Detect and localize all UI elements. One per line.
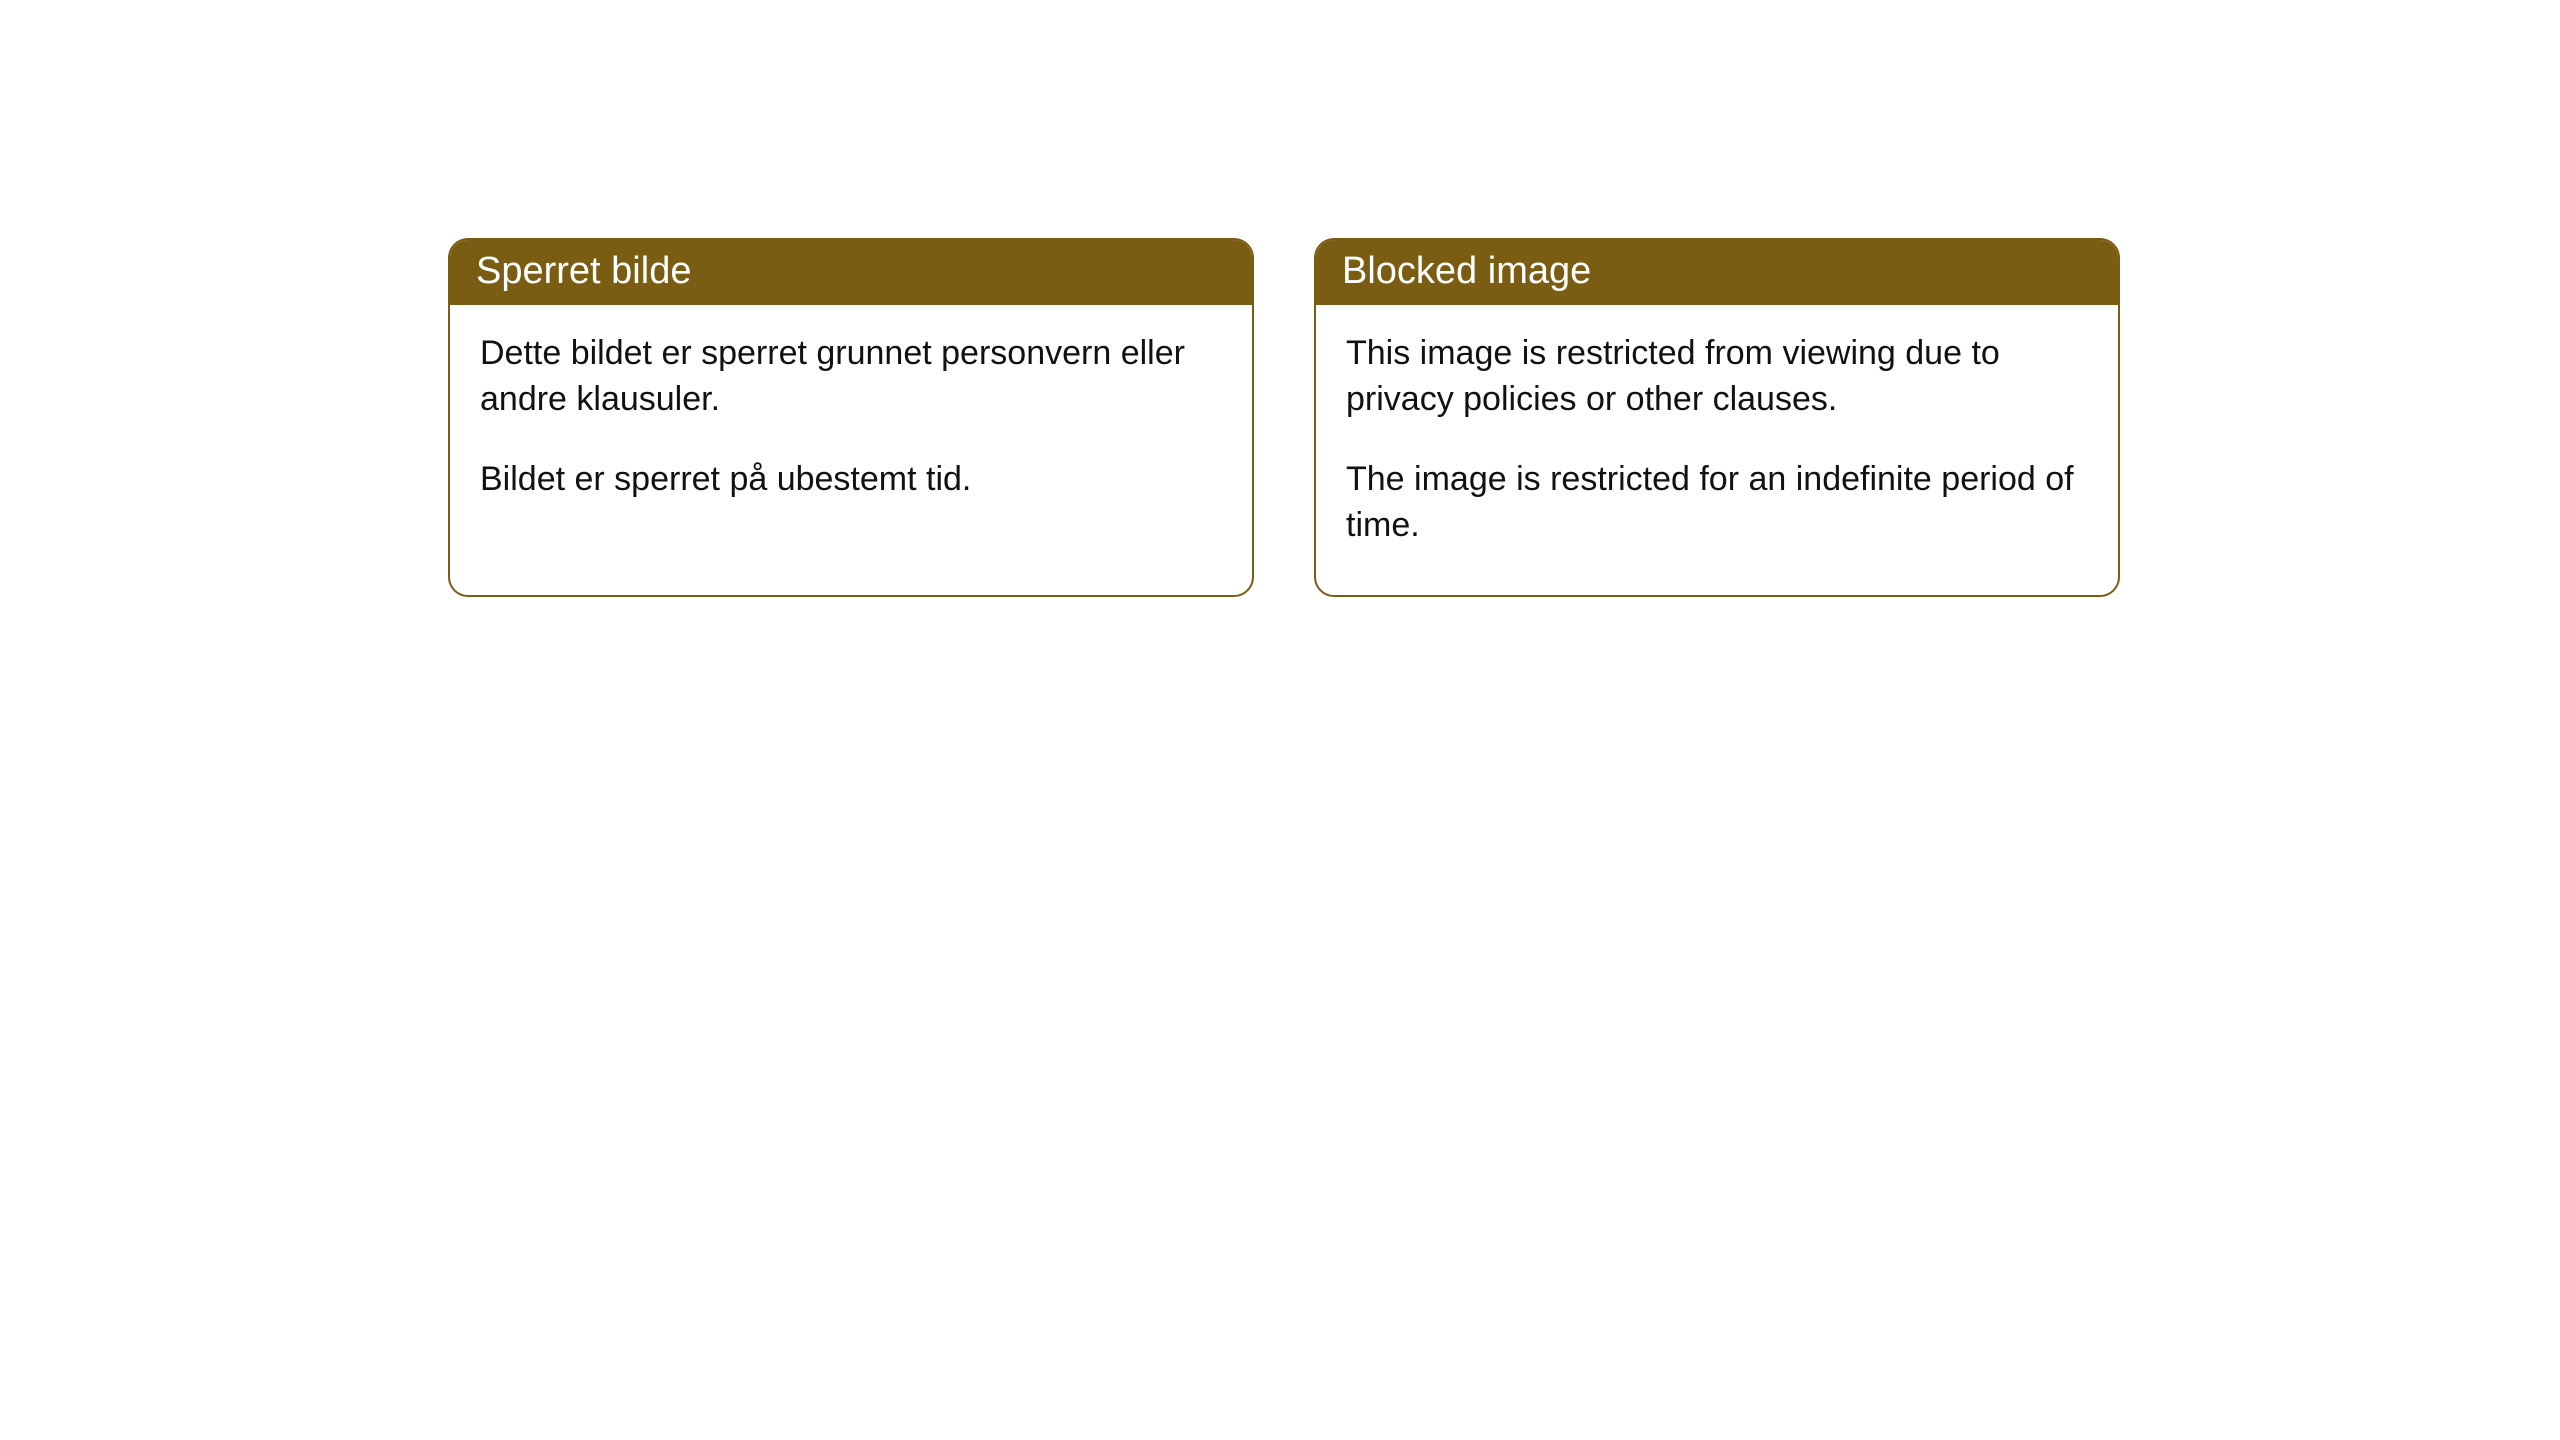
blocked-image-card-en: Blocked image This image is restricted f… (1314, 238, 2120, 597)
card-paragraph-no-2: Bildet er sperret på ubestemt tid. (480, 457, 1222, 503)
card-title-no: Sperret bilde (450, 240, 1252, 305)
card-paragraph-en-2: The image is restricted for an indefinit… (1346, 457, 2088, 549)
card-body-no: Dette bildet er sperret grunnet personve… (450, 305, 1252, 549)
card-paragraph-no-1: Dette bildet er sperret grunnet personve… (480, 331, 1222, 423)
notice-cards-container: Sperret bilde Dette bildet er sperret gr… (0, 0, 2560, 597)
blocked-image-card-no: Sperret bilde Dette bildet er sperret gr… (448, 238, 1254, 597)
card-paragraph-en-1: This image is restricted from viewing du… (1346, 331, 2088, 423)
card-title-en: Blocked image (1316, 240, 2118, 305)
card-body-en: This image is restricted from viewing du… (1316, 305, 2118, 595)
